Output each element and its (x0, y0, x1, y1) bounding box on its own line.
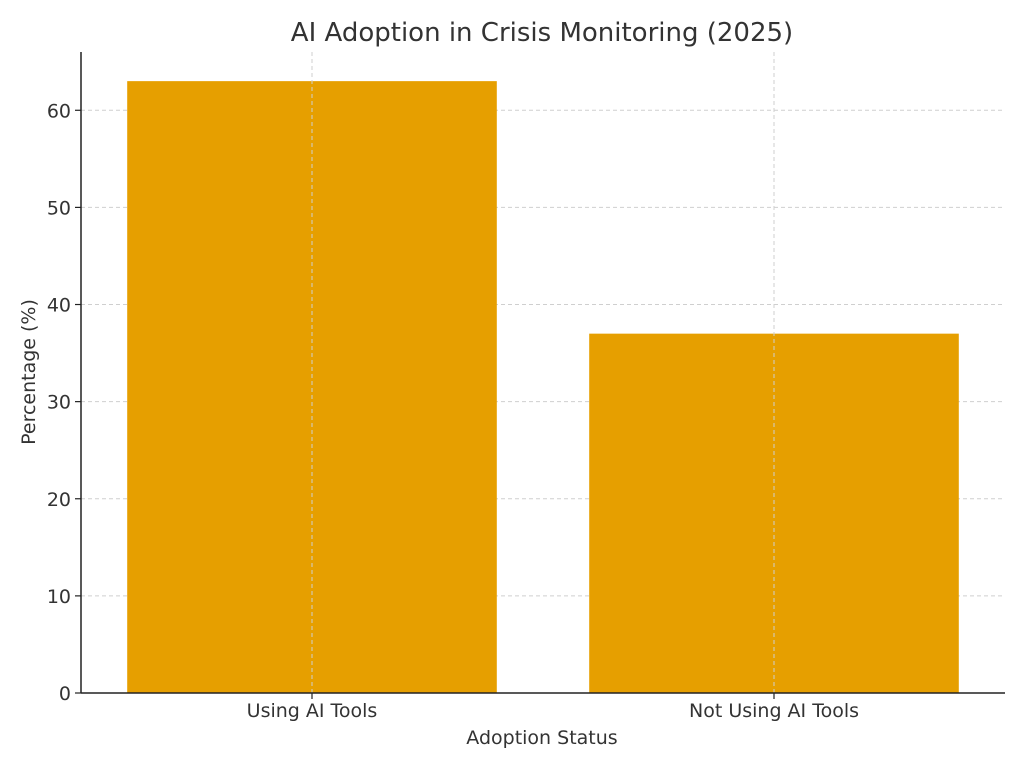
bar (589, 333, 959, 693)
y-tick-label: 60 (47, 100, 71, 122)
x-tick-label: Using AI Tools (247, 700, 378, 722)
x-axis-label: Adoption Status (466, 727, 617, 749)
y-ticks: 0 10 20 30 40 50 60 (47, 100, 81, 705)
x-ticks: Using AI Tools Not Using AI Tools (247, 693, 859, 722)
bars (127, 52, 959, 694)
chart-title: AI Adoption in Crisis Monitoring (2025) (291, 18, 793, 48)
y-tick-label: 50 (47, 197, 71, 219)
y-tick-label: 0 (59, 683, 71, 705)
y-tick-label: 40 (47, 295, 71, 317)
y-tick-label: 30 (47, 392, 71, 414)
y-tick-label: 10 (47, 586, 71, 608)
axes (80, 52, 1005, 694)
y-axis-label: Percentage (%) (18, 299, 40, 445)
y-tick-label: 20 (47, 489, 71, 511)
x-tick-label: Not Using AI Tools (689, 700, 859, 722)
